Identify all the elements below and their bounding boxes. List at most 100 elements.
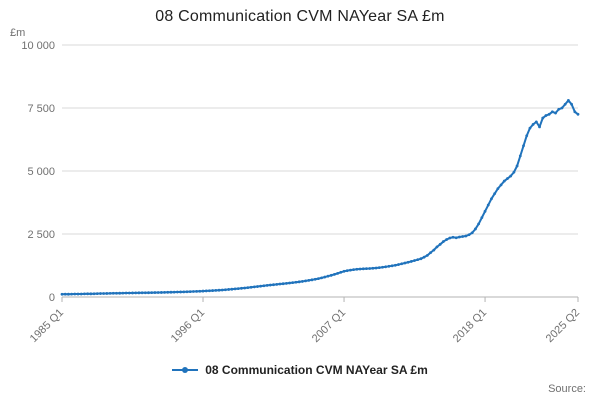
data-point-marker	[502, 179, 506, 183]
data-point-marker	[108, 291, 112, 295]
data-point-marker	[262, 284, 266, 288]
data-point-marker	[147, 291, 150, 295]
x-tick-label: 2018 Q1	[451, 307, 489, 345]
data-point-marker	[544, 114, 548, 117]
legend-label: 08 Communication CVM NAYear SA £m	[205, 363, 428, 377]
data-point-marker	[422, 255, 426, 259]
data-point-marker	[304, 279, 307, 283]
data-point-marker	[127, 291, 131, 295]
data-point-marker	[531, 122, 535, 126]
data-point-marker	[115, 291, 118, 295]
data-point-marker	[358, 267, 362, 271]
x-tick-label: 2007 Q1	[310, 307, 348, 345]
data-point-marker	[352, 268, 356, 272]
data-line	[61, 99, 579, 296]
data-point-marker	[118, 291, 122, 295]
data-point-marker	[137, 291, 141, 295]
data-point-marker	[515, 164, 519, 168]
data-point-marker	[198, 289, 202, 293]
data-point-marker	[397, 263, 400, 266]
y-tick-label: 10 000	[21, 40, 55, 52]
data-point-marker	[297, 280, 301, 284]
data-point-marker	[208, 289, 211, 293]
data-point-marker	[265, 284, 269, 287]
data-point-marker	[336, 271, 340, 275]
data-point-marker	[573, 110, 577, 114]
data-point-marker	[150, 291, 154, 295]
data-point-marker	[425, 254, 429, 257]
data-point-marker	[169, 290, 173, 294]
data-point-marker	[384, 265, 388, 269]
data-point-marker	[233, 287, 237, 291]
data-point-marker	[506, 177, 509, 180]
data-point-marker	[480, 216, 484, 220]
data-point-marker	[381, 265, 384, 269]
data-point-marker	[441, 240, 445, 243]
data-point-marker	[400, 262, 404, 266]
y-tick-label: 7 500	[27, 103, 55, 115]
data-point-marker	[268, 283, 272, 287]
data-point-marker	[76, 292, 80, 296]
data-point-marker	[560, 106, 564, 110]
legend-line-marker-icon	[172, 367, 199, 373]
data-point-marker	[281, 282, 285, 286]
x-tick-label: 2025 Q2	[544, 307, 582, 345]
data-point-marker	[432, 248, 436, 252]
data-point-marker	[547, 112, 551, 116]
y-axis-unit-label: £m	[10, 27, 26, 39]
data-point-marker	[246, 286, 250, 290]
data-point-marker	[163, 290, 166, 294]
data-point-marker	[329, 273, 333, 277]
data-point-marker	[557, 107, 561, 111]
data-point-marker	[534, 120, 538, 124]
data-point-marker	[192, 290, 195, 293]
data-point-marker	[230, 287, 234, 291]
data-point-marker	[393, 263, 397, 267]
data-point-marker	[256, 285, 259, 288]
data-point-marker	[387, 264, 391, 268]
y-tick-label: 2 500	[27, 229, 55, 241]
data-point-marker	[470, 231, 474, 235]
data-point-marker	[438, 242, 442, 246]
data-point-marker	[259, 284, 263, 288]
data-point-marker	[326, 274, 330, 278]
data-point-marker	[323, 275, 327, 279]
data-point-marker	[342, 269, 346, 273]
data-point-marker	[252, 285, 256, 289]
data-point-marker	[182, 290, 186, 294]
data-point-marker	[240, 286, 243, 290]
data-point-marker	[227, 288, 231, 291]
data-point-marker	[185, 290, 189, 294]
data-point-marker	[67, 292, 70, 296]
data-point-marker	[435, 245, 439, 249]
data-point-marker	[249, 285, 253, 289]
data-point-marker	[345, 269, 349, 273]
data-point-marker	[291, 281, 295, 285]
data-point-marker	[365, 267, 368, 271]
data-point-marker	[307, 278, 311, 282]
data-point-marker	[522, 144, 525, 148]
data-point-marker	[201, 289, 205, 293]
data-point-marker	[288, 281, 291, 285]
data-point-marker	[99, 292, 102, 295]
data-point-marker	[95, 292, 99, 296]
data-point-marker	[243, 286, 247, 290]
data-point-marker	[79, 292, 83, 296]
data-point-marker	[220, 288, 224, 292]
data-point-marker	[349, 268, 352, 272]
data-point-marker	[570, 102, 573, 106]
data-point-marker	[172, 290, 176, 294]
data-point-marker	[445, 238, 448, 241]
data-point-marker	[217, 288, 221, 292]
y-tick-label: 5 000	[27, 166, 55, 178]
data-point-marker	[355, 267, 359, 271]
x-tick-label: 1985 Q1	[28, 307, 66, 345]
data-point-marker	[156, 291, 160, 294]
chart-title: 08 Communication CVM NAYear SA £m	[155, 8, 445, 25]
data-point-marker	[496, 187, 500, 191]
data-point-marker	[339, 270, 343, 274]
data-point-marker	[541, 116, 545, 120]
data-point-marker	[550, 110, 554, 114]
